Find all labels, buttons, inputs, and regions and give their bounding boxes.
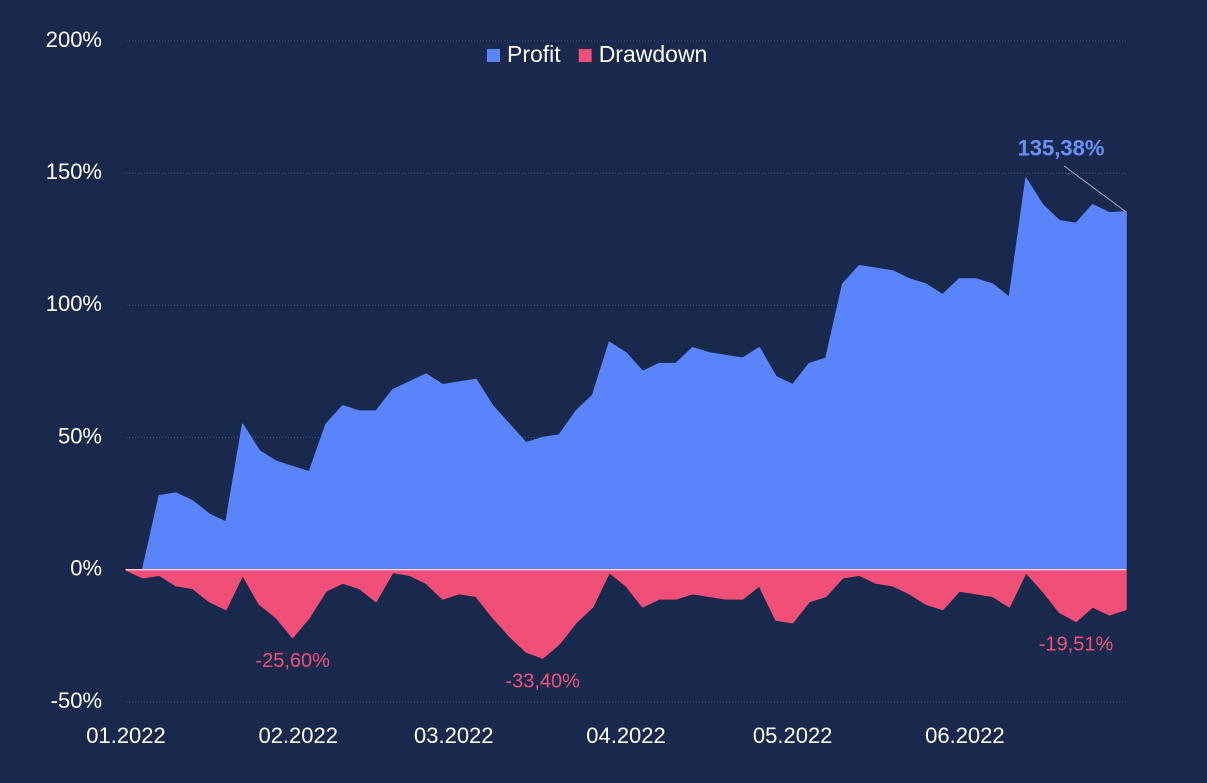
legend-label: Profit bbox=[507, 41, 561, 67]
data-label: 135,38% bbox=[1018, 136, 1105, 161]
y-tick-label: -50% bbox=[51, 688, 102, 713]
legend-swatch bbox=[487, 49, 500, 62]
legend-label: Drawdown bbox=[599, 41, 708, 67]
data-label: -19,51% bbox=[1039, 634, 1114, 656]
data-label: -33,40% bbox=[505, 670, 580, 692]
y-tick-label: 0% bbox=[70, 556, 102, 581]
x-tick-label: 04.2022 bbox=[586, 723, 666, 748]
area bbox=[125, 177, 1127, 571]
y-tick-label: 100% bbox=[46, 291, 102, 316]
x-tick-label: 01.2022 bbox=[86, 723, 166, 748]
x-tick-label: 05.2022 bbox=[753, 723, 833, 748]
y-tick-label: 50% bbox=[58, 423, 102, 448]
x-tick-label: 06.2022 bbox=[925, 723, 1005, 748]
y-tick-label: 150% bbox=[46, 159, 102, 184]
legend-swatch bbox=[578, 49, 592, 62]
x-tick-label: 03.2022 bbox=[414, 723, 494, 748]
y-tick-label: 200% bbox=[46, 27, 102, 52]
area bbox=[125, 569, 1127, 659]
label-leader bbox=[1063, 165, 1127, 213]
data-label: -25,60% bbox=[255, 650, 330, 672]
x-tick-label: 02.2022 bbox=[258, 723, 338, 748]
